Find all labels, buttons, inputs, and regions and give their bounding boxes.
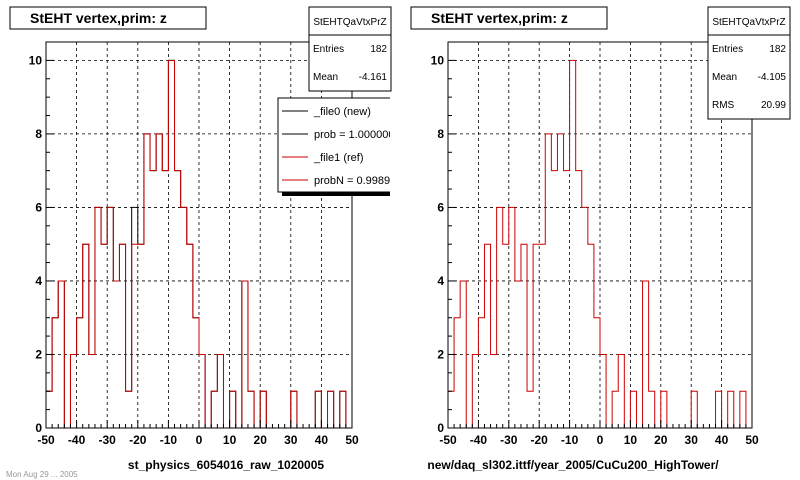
y-tick-label: 10	[431, 53, 445, 67]
x-tick-label: -30	[500, 433, 518, 447]
right-histogram-panel: -50 -40 -30 -20 -10 0 10 20 30 40 50 0 2 4 6 8 10 StEHT …	[410, 6, 791, 472]
legend-box	[277, 97, 390, 193]
legend-entry-label: _file1 (ref)	[313, 152, 364, 164]
y-tick-label: 2	[437, 347, 444, 361]
stats-row-value: -4.161	[359, 72, 388, 83]
y-tick-label: 2	[35, 347, 42, 361]
right-title: StEHT vertex,prim: z	[431, 10, 568, 26]
x-tick-label: 0	[597, 433, 604, 447]
y-tick-label: 8	[437, 127, 444, 141]
stats-box-frame	[707, 6, 791, 120]
right-title-box: StEHT vertex,prim: z	[410, 6, 608, 30]
x-tick-label: -20	[531, 433, 549, 447]
x-tick-label: 30	[284, 433, 298, 447]
stats-box-name: StEHTQaVtxPrZ	[313, 17, 386, 28]
x-tick-label: 10	[624, 433, 638, 447]
x-tick-label: 30	[685, 433, 699, 447]
left-title-box: StEHT vertex,prim: z	[9, 6, 207, 30]
y-tick-label: 10	[29, 53, 43, 67]
x-tick-label: 20	[654, 433, 668, 447]
x-tick-label: 50	[345, 433, 359, 447]
x-tick-label: -40	[470, 433, 488, 447]
left-stats-box: StEHTQaVtxPrZ Entries 182 Mean -4.161	[308, 6, 392, 92]
stats-row-label: Mean	[712, 72, 737, 83]
legend-entry-label: _file0 (new)	[313, 106, 371, 118]
left-xlabel: st_physics_6054016_raw_1020005	[128, 458, 324, 472]
stats-row-label: RMS	[712, 100, 735, 111]
x-tick-label: 20	[254, 433, 268, 447]
left-legend: _file0 (new) prob = 1.000000 _file1 (ref) p…	[277, 97, 402, 196]
x-tick-label: -10	[160, 433, 178, 447]
x-tick-label: 40	[315, 433, 329, 447]
left-axes: -50 -40 -30 -20 -10 0 10 20 30 40 50 0 2 4 6 8 10	[29, 53, 359, 447]
y-tick-label: 0	[437, 421, 444, 435]
x-tick-label: 10	[223, 433, 237, 447]
x-tick-label: -40	[68, 433, 86, 447]
legend-entry-label: prob = 1.000000	[314, 129, 394, 141]
stats-row-value: 20.99	[761, 100, 786, 111]
y-tick-label: 4	[35, 274, 42, 288]
x-tick-label: -20	[129, 433, 147, 447]
left-histogram-series	[45, 59, 352, 429]
x-tick-label: -30	[99, 433, 117, 447]
stats-row-label: Entries	[313, 44, 344, 55]
left-title: StEHT vertex,prim: z	[30, 10, 167, 26]
x-tick-label: -10	[561, 433, 579, 447]
stats-row-value: -4.105	[758, 72, 787, 83]
y-tick-label: 0	[35, 421, 42, 435]
x-tick-label: -50	[439, 433, 457, 447]
y-tick-label: 4	[437, 274, 444, 288]
x-tick-label: -50	[37, 433, 55, 447]
y-tick-label: 8	[35, 127, 42, 141]
x-tick-label: 0	[196, 433, 203, 447]
stats-box-name: StEHTQaVtxPrZ	[712, 17, 785, 28]
right-grid	[448, 42, 752, 428]
right-axes: -50 -40 -30 -20 -10 0 10 20 30 40 50 0 2 4 6 8 10	[431, 53, 759, 447]
legend-entry-label: probN = 0.998990	[314, 175, 402, 187]
stats-row-label: Mean	[313, 72, 338, 83]
left-histogram-panel: -50 -40 -30 -20 -10 0 10 20 30 40 50 0 2 4 6 8 10 StEHT …	[9, 6, 402, 472]
y-tick-label: 6	[35, 200, 42, 214]
right-xlabel: new/daq_sl302.ittf/year_2005/CuCu200_Hig…	[427, 458, 719, 472]
y-tick-label: 6	[437, 200, 444, 214]
histogram-series-ref	[45, 59, 352, 429]
stats-row-value: 182	[769, 44, 786, 55]
histogram-series-ref	[447, 59, 752, 429]
x-tick-label: 50	[745, 433, 759, 447]
stats-row-label: Entries	[712, 44, 743, 55]
stats-row-value: 182	[370, 44, 387, 55]
right-histogram-series	[447, 59, 752, 429]
right-stats-box: StEHTQaVtxPrZ Entries 182 Mean -4.105 RMS 20.9…	[707, 6, 791, 120]
footer-text: Mon Aug 29 ... 2005	[6, 470, 78, 479]
stats-box-frame	[308, 6, 392, 92]
x-tick-label: 40	[715, 433, 729, 447]
